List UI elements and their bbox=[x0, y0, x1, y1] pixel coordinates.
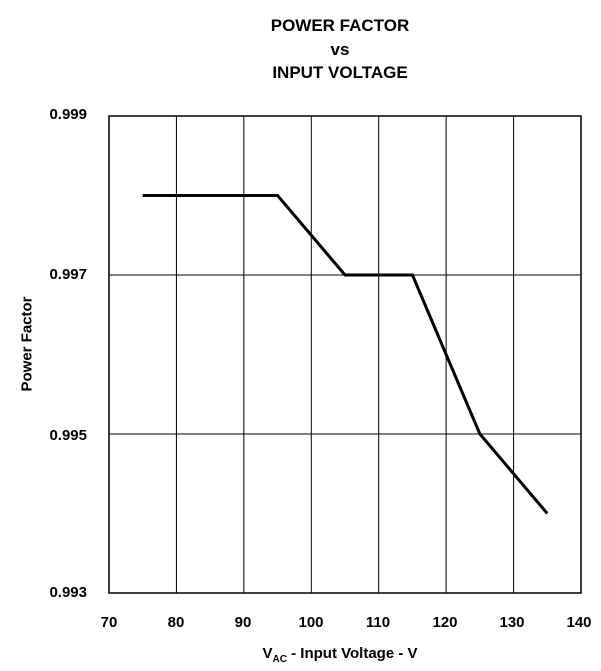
x-tick-label: 120 bbox=[432, 614, 458, 631]
x-axis-label-symbol: V bbox=[262, 645, 273, 662]
x-axis-label-subscript: AC bbox=[272, 654, 287, 665]
x-tick-label: 140 bbox=[566, 614, 592, 631]
series-line bbox=[142, 194, 549, 515]
x-tick-label: 100 bbox=[298, 614, 324, 631]
x-axis-label-text: - Input Voltage - V bbox=[286, 645, 418, 662]
y-tick-label: 0.999 bbox=[49, 106, 87, 123]
x-tick-label: 90 bbox=[234, 614, 252, 631]
y-tick-label: 0.993 bbox=[49, 584, 87, 601]
chart-title-line-1: POWER FACTOR bbox=[270, 16, 410, 35]
y-tick-label: 0.995 bbox=[49, 427, 87, 444]
plot-frame bbox=[108, 115, 582, 594]
chart-title-line-2: vs bbox=[330, 40, 350, 59]
x-tick-label: 80 bbox=[167, 614, 185, 631]
x-tick-label: 70 bbox=[100, 614, 118, 631]
x-tick-label: 110 bbox=[365, 614, 391, 631]
y-axis-label: Power Factor bbox=[18, 296, 36, 392]
x-tick-label: 130 bbox=[499, 614, 525, 631]
chart-title-line-3: INPUT VOLTAGE bbox=[272, 63, 408, 82]
y-tick-label: 0.997 bbox=[49, 266, 87, 283]
x-axis-label: VAC - Input Voltage - V bbox=[0, 645, 601, 665]
